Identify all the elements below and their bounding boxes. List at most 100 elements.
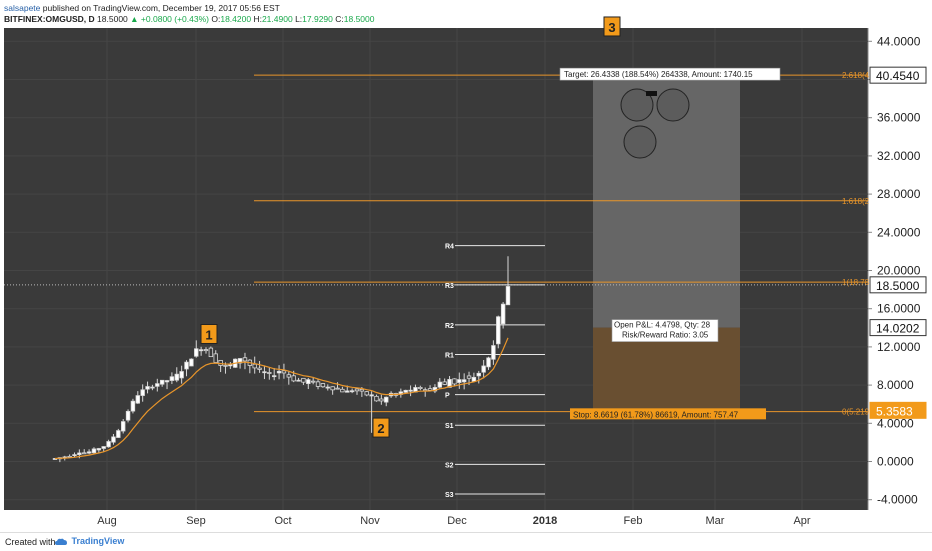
candle-body — [213, 353, 218, 363]
x-tick-label: 2018 — [533, 515, 557, 527]
marker-box — [200, 323, 218, 344]
price-tag-box — [869, 319, 927, 337]
candle-body — [82, 452, 87, 455]
candle-body — [164, 380, 170, 383]
candle-body — [481, 365, 486, 373]
marker-label: 3 — [608, 20, 615, 35]
y-tick-label: -4.0000 — [877, 493, 918, 507]
price-tag-label: 5.3583 — [876, 404, 913, 418]
candle-body — [345, 390, 350, 393]
y-tick-label: 20.0000 — [877, 264, 921, 278]
candle-body — [267, 372, 272, 374]
candle-body — [310, 380, 316, 383]
open-label: O: — [211, 14, 221, 24]
y-tick-label: 32.0000 — [877, 149, 921, 163]
price-tag-label: 18.5000 — [876, 279, 920, 293]
candle-body — [384, 396, 389, 403]
candle-body — [184, 361, 189, 370]
y-tick-label: 8.0000 — [877, 378, 914, 392]
pivot-label: R3 — [445, 283, 454, 290]
author-name[interactable]: salsapete — [4, 3, 41, 13]
price-axis[interactable] — [868, 28, 932, 510]
candle-body — [208, 347, 214, 358]
pivot-label: R2 — [445, 323, 454, 330]
candle-body — [252, 363, 257, 369]
candle-body — [271, 375, 277, 378]
price-tag-box — [869, 66, 927, 84]
candle-body — [315, 381, 321, 387]
candle-body — [330, 386, 335, 391]
candle-body — [496, 316, 501, 345]
x-tick-label: Dec — [447, 515, 467, 527]
marker-label: 2 — [377, 421, 384, 436]
y-tick-label: 12.0000 — [877, 340, 921, 354]
price-chart[interactable]: 2.618(4 1.618(2 1(18.78 0(5.219 R4 R3 R2 R1 P S1… — [0, 0, 932, 532]
pivot-levels: R4 R3 R2 R1 P S1 S2 S3 — [445, 244, 545, 499]
low-label: L: — [295, 14, 303, 24]
symbol-line: BITFINEX:OMGUSD, D 18.5000 ▲ +0.0800 (+0… — [4, 14, 375, 24]
stop-label-box — [570, 408, 766, 420]
candle-body — [291, 375, 296, 382]
candle-body — [340, 388, 345, 393]
price-tag-label: 14.0202 — [876, 322, 920, 336]
candle-body — [242, 357, 248, 362]
open-value: 18.4200 — [220, 14, 252, 24]
price-tag-box — [869, 401, 927, 419]
rr-label: Risk/Reward Ratio: 3.05 — [622, 331, 709, 340]
candle-body — [301, 377, 306, 383]
y-axis-ticks: 44.000040.000036.000032.000028.000024.00… — [868, 34, 921, 507]
candle-body — [116, 430, 121, 438]
moving-average — [54, 337, 509, 460]
symbol-name: BITFINEX:OMGUSD, D — [4, 14, 95, 24]
candle-body — [379, 398, 384, 402]
price-tag-label: 40.4540 — [876, 69, 920, 83]
y-tick-label: 16.0000 — [877, 302, 921, 316]
candle-body — [364, 391, 369, 396]
pivot-label: S1 — [445, 423, 454, 430]
marker-box — [603, 16, 621, 37]
target-label: Target: 26.4338 (188.54%) 264338, Amount… — [564, 70, 753, 79]
candle-body — [106, 441, 111, 448]
candle-body — [486, 357, 491, 368]
pivot-label: S3 — [445, 492, 454, 499]
candle-body — [491, 345, 496, 360]
x-tick-label: Sep — [186, 515, 206, 527]
marker-label: 1 — [205, 327, 212, 342]
price-tags: 40.4540 18.5000 14.0202 5.3583 — [869, 66, 927, 419]
pnl-label: Open P&L: 4.4798, Qty: 28 — [614, 321, 711, 330]
pivot-label: R1 — [445, 353, 454, 360]
y-tick-label: 4.0000 — [877, 416, 914, 430]
fib-label: 2.618(4 — [842, 71, 870, 80]
price-tag-box — [869, 276, 927, 294]
candle-body — [257, 367, 262, 370]
candle-body — [335, 387, 340, 390]
marker-box — [372, 417, 390, 438]
cloud-icon — [55, 538, 67, 545]
candle-body — [198, 349, 204, 352]
candle-body — [140, 389, 145, 396]
candle-body — [86, 451, 92, 454]
target-label-box — [559, 67, 781, 81]
position-zones — [593, 75, 740, 411]
pnl-label-box — [611, 319, 719, 342]
y-tick-label: 28.0000 — [877, 187, 921, 201]
price-change: ▲ +0.0800 (+0.43%) — [130, 14, 209, 24]
candle-body — [452, 378, 457, 385]
ema-line — [54, 337, 509, 460]
candle-body — [223, 364, 228, 367]
candle-body — [91, 448, 97, 454]
fib-label: 1(18.78 — [842, 278, 870, 287]
candle-body — [442, 381, 447, 385]
candle-body — [179, 371, 184, 379]
drawn-circle — [620, 88, 654, 122]
candle-body — [296, 379, 301, 382]
candle-body — [130, 400, 136, 412]
tradingview-logo[interactable]: TradingView — [55, 536, 124, 546]
candle-body — [374, 395, 379, 402]
candle-body — [427, 388, 433, 391]
close-label: C: — [335, 14, 344, 24]
x-tick-label: Apr — [793, 515, 810, 527]
candle-body — [120, 421, 126, 432]
fib-label: 0(5.219 — [842, 408, 870, 417]
y-tick-label: 24.0000 — [877, 225, 921, 239]
